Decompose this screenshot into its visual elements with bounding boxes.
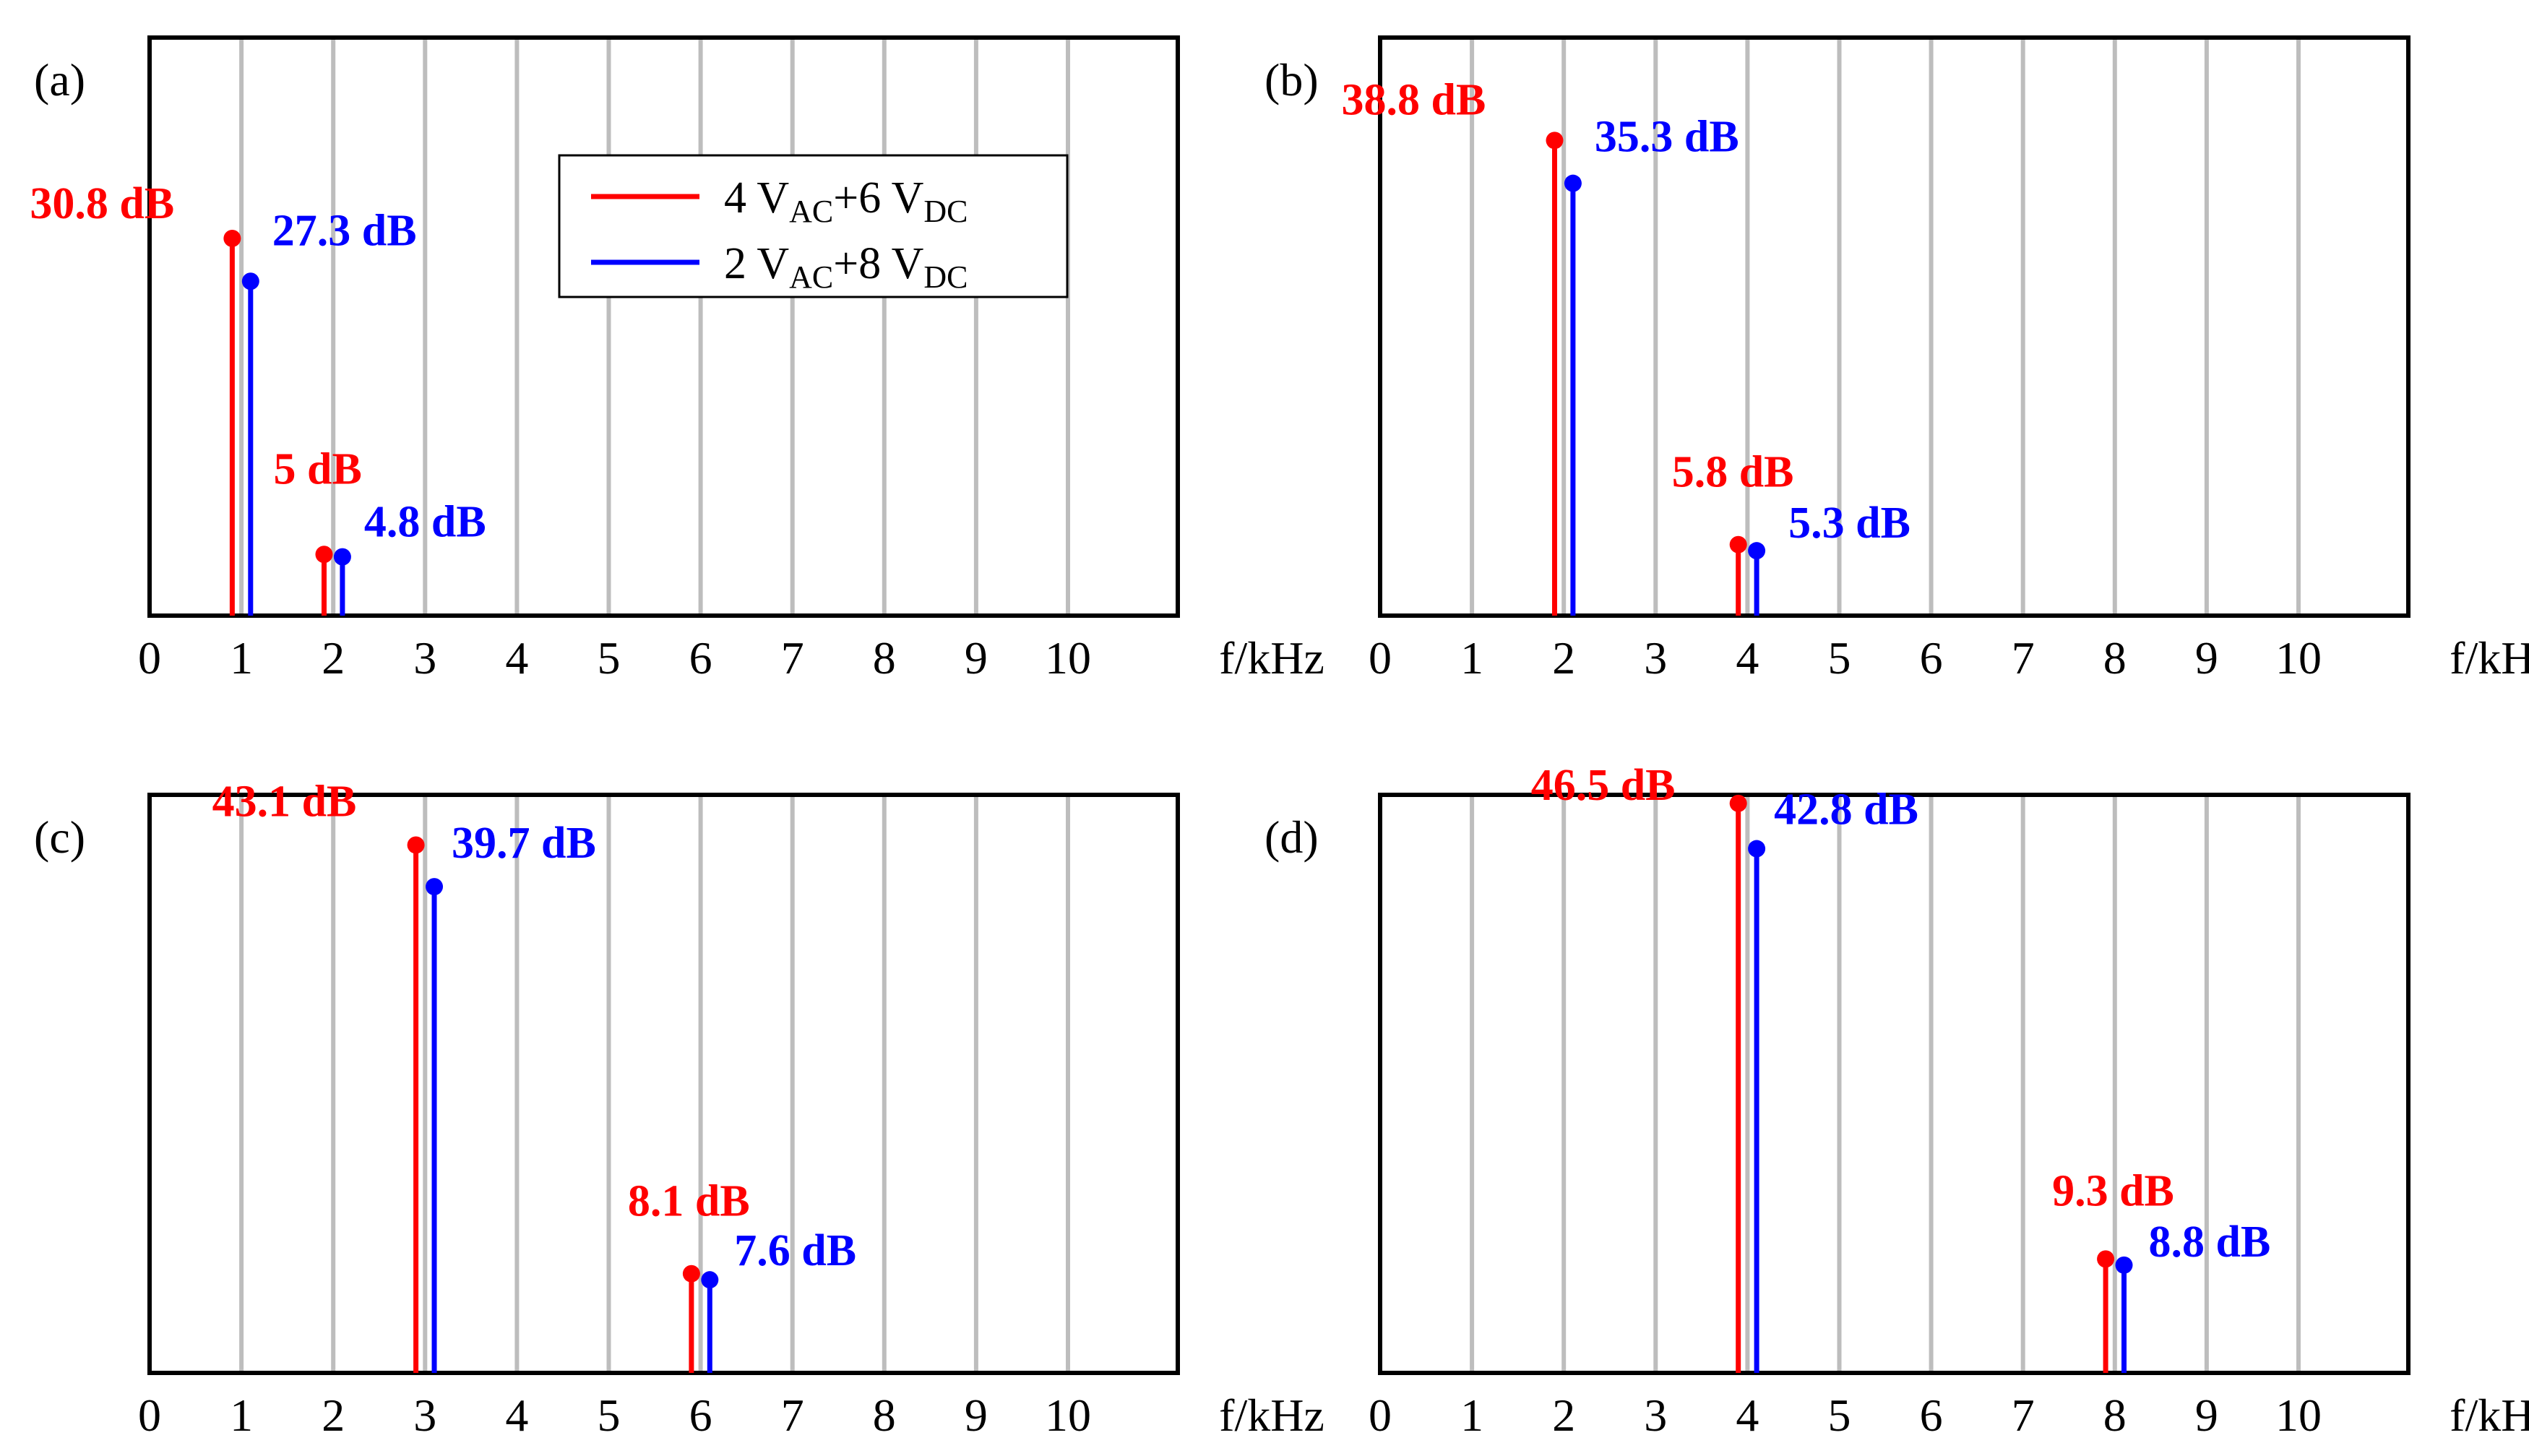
stem-marker (426, 878, 444, 896)
stem-marker (241, 272, 259, 290)
x-tick-label: 9 (2195, 632, 2218, 684)
x-tick-label: 7 (781, 1390, 804, 1441)
x-tick-label: 4 (505, 632, 528, 684)
stem-value-label: 8.8 dB (2149, 1218, 2271, 1267)
stem-marker (1564, 174, 1582, 192)
x-tick-label: 10 (2275, 632, 2322, 684)
panel-d: 0 1 2 3 4 5 6 7 8 9 10 f/kHz (d) 46.5 dB 9.3 dB 42.8 dB… (1264, 761, 2529, 1441)
stem-marker (333, 548, 351, 566)
stem-marker (407, 836, 425, 854)
x-axis-label: f/kHz (2450, 632, 2529, 684)
x-tick-label: 8 (2103, 632, 2127, 684)
plot-frame (147, 793, 1180, 1375)
stem-value-label: 39.7 dB (452, 819, 596, 868)
stem-value-label: 30.8 dB (30, 179, 174, 228)
stem-value-label: 46.5 dB (1531, 761, 1676, 810)
x-tick-label: 5 (598, 1390, 621, 1441)
x-tick-label: 3 (413, 1390, 436, 1441)
stem-marker (1546, 132, 1564, 150)
x-tick-label: 6 (1920, 632, 1943, 684)
stem-value-label: 27.3 dB (272, 206, 417, 255)
stem-value-label: 8.1 dB (628, 1177, 750, 1226)
x-tick-label: 0 (1369, 632, 1392, 684)
x-tick-label: 0 (1369, 1390, 1392, 1441)
x-tick-label: 5 (1828, 1390, 1851, 1441)
legend-entry-blue: 2 VAC+8 VDC (724, 239, 968, 295)
x-tick-label: 3 (1644, 632, 1667, 684)
x-tick-label: 2 (322, 632, 345, 684)
plot-frame (1378, 793, 2410, 1375)
x-tick-label: 8 (873, 632, 896, 684)
stem-value-label: 43.1 dB (212, 777, 357, 826)
stem-value-label: 7.6 dB (734, 1226, 856, 1275)
x-tick-label: 6 (689, 632, 712, 684)
legend: 4 VAC+6 VDC 2 VAC+8 VDC (558, 154, 1069, 298)
panel-label: (a) (34, 54, 85, 105)
x-tick-label: 6 (689, 1390, 712, 1441)
panel-a: 0 1 2 3 4 5 6 7 8 9 10 f/kHz (a) 30.8 dB 5 dB 27.3 dB 4.… (30, 35, 1324, 684)
x-tick-label: 0 (138, 632, 161, 684)
stem-marker (315, 546, 333, 564)
stem-value-label: 5.8 dB (1672, 448, 1794, 497)
x-tick-label: 1 (1460, 632, 1483, 684)
x-tick-label: 1 (230, 632, 253, 684)
plot-frame (1378, 35, 2410, 618)
panel-label: (c) (34, 811, 85, 863)
x-tick-label: 5 (1828, 632, 1851, 684)
x-axis-label: f/kHz (1219, 632, 1324, 684)
x-tick-label: 4 (505, 1390, 528, 1441)
x-axis-label: f/kHz (2450, 1390, 2529, 1441)
x-tick-label: 3 (413, 632, 436, 684)
x-tick-label: 10 (2275, 1390, 2322, 1441)
x-tick-label: 1 (1460, 1390, 1483, 1441)
x-tick-label: 2 (1552, 1390, 1575, 1441)
panel-b: 0 1 2 3 4 5 6 7 8 9 10 f/kHz (b) 38.8 dB 5.8 dB 35.3 dB… (1264, 35, 2529, 684)
x-tick-label: 4 (1736, 1390, 1759, 1441)
x-tick-label: 8 (873, 1390, 896, 1441)
x-tick-label: 5 (598, 632, 621, 684)
x-tick-label: 10 (1045, 632, 1091, 684)
x-tick-label: 1 (230, 1390, 253, 1441)
x-tick-label: 2 (1552, 632, 1575, 684)
x-tick-label: 2 (322, 1390, 345, 1441)
x-tick-label: 9 (965, 632, 988, 684)
stem-marker (2115, 1256, 2133, 1274)
stem-marker (1729, 535, 1747, 553)
stem-value-label: 5 dB (273, 444, 361, 494)
x-tick-label: 10 (1045, 1390, 1091, 1441)
x-tick-label: 7 (2012, 632, 2035, 684)
panel-label: (d) (1264, 811, 1319, 863)
stem-marker (1729, 794, 1747, 812)
x-tick-label: 4 (1736, 632, 1759, 684)
stem-value-label: 4.8 dB (364, 498, 486, 547)
stem-marker (1748, 840, 1766, 858)
stem-value-label: 42.8 dB (1774, 785, 1918, 835)
x-tick-label: 9 (965, 1390, 988, 1441)
x-tick-label: 8 (2103, 1390, 2127, 1441)
stem-marker (2097, 1250, 2115, 1268)
stem-value-label: 35.3 dB (1595, 113, 1739, 162)
x-tick-label: 0 (138, 1390, 161, 1441)
stem-marker (682, 1265, 700, 1283)
x-tick-label: 9 (2195, 1390, 2218, 1441)
stem-marker (1748, 542, 1766, 560)
x-tick-label: 6 (1920, 1390, 1943, 1441)
x-tick-label: 3 (1644, 1390, 1667, 1441)
legend-box (558, 154, 1069, 298)
stem-marker (223, 229, 241, 247)
stem-value-label: 9.3 dB (2052, 1166, 2174, 1215)
panel-label: (b) (1264, 54, 1319, 105)
x-tick-label: 7 (781, 632, 804, 684)
x-tick-label: 7 (2012, 1390, 2035, 1441)
stem-value-label: 38.8 dB (1341, 75, 1486, 124)
stem-value-label: 5.3 dB (1788, 499, 1910, 548)
stem-marker (701, 1271, 719, 1289)
panel-c: 0 1 2 3 4 5 6 7 8 9 10 f/kHz (c) 43.1 dB 8.1 dB 39.7 dB… (34, 777, 1324, 1441)
x-axis-label: f/kHz (1219, 1390, 1324, 1441)
legend-entry-red: 4 VAC+6 VDC (724, 173, 968, 229)
plot-frame (147, 35, 1180, 618)
